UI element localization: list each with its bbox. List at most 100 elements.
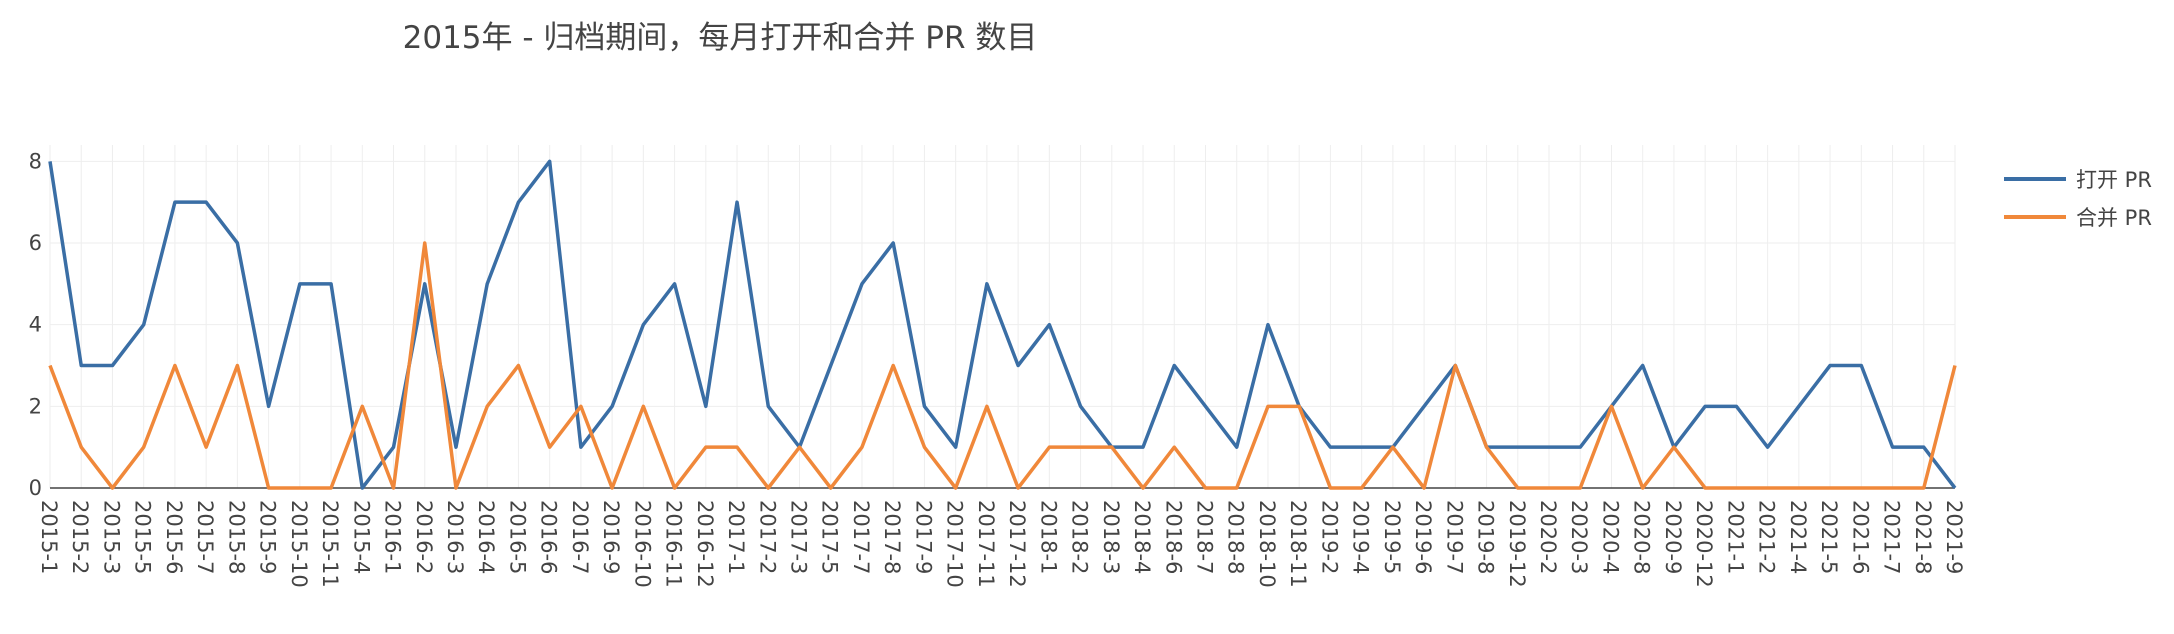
data-point-series-0[interactable] <box>329 282 333 286</box>
data-point-series-1[interactable] <box>766 486 770 490</box>
data-point-series-1[interactable] <box>922 445 926 449</box>
data-point-series-1[interactable] <box>423 241 427 245</box>
data-point-series-1[interactable] <box>142 445 146 449</box>
data-point-series-1[interactable] <box>298 486 302 490</box>
data-point-series-0[interactable] <box>922 404 926 408</box>
data-point-series-1[interactable] <box>1297 404 1301 408</box>
data-point-series-0[interactable] <box>1828 364 1832 368</box>
data-point-series-1[interactable] <box>1516 486 1520 490</box>
data-point-series-1[interactable] <box>1891 486 1895 490</box>
data-point-series-0[interactable] <box>516 200 520 204</box>
data-point-series-1[interactable] <box>1016 486 1020 490</box>
data-point-series-0[interactable] <box>1016 364 1020 368</box>
data-point-series-1[interactable] <box>1578 486 1582 490</box>
data-point-series-0[interactable] <box>704 404 708 408</box>
data-point-series-1[interactable] <box>1328 486 1332 490</box>
data-point-series-0[interactable] <box>1891 445 1895 449</box>
data-point-series-1[interactable] <box>1172 445 1176 449</box>
data-point-series-0[interactable] <box>1922 445 1926 449</box>
data-point-series-1[interactable] <box>1391 445 1395 449</box>
data-point-series-1[interactable] <box>173 364 177 368</box>
data-point-series-0[interactable] <box>1797 404 1801 408</box>
data-point-series-0[interactable] <box>1047 323 1051 327</box>
data-point-series-1[interactable] <box>392 486 396 490</box>
data-point-series-0[interactable] <box>1141 445 1145 449</box>
data-point-series-0[interactable] <box>1859 364 1863 368</box>
data-point-series-0[interactable] <box>1266 323 1270 327</box>
data-point-series-0[interactable] <box>1641 364 1645 368</box>
data-point-series-1[interactable] <box>1422 486 1426 490</box>
data-point-series-0[interactable] <box>79 364 83 368</box>
data-point-series-0[interactable] <box>1766 445 1770 449</box>
data-point-series-1[interactable] <box>1797 486 1801 490</box>
data-point-series-1[interactable] <box>1047 445 1051 449</box>
data-point-series-0[interactable] <box>1578 445 1582 449</box>
data-point-series-1[interactable] <box>1485 445 1489 449</box>
data-point-series-0[interactable] <box>298 282 302 286</box>
data-point-series-1[interactable] <box>798 445 802 449</box>
data-point-series-0[interactable] <box>1516 445 1520 449</box>
data-point-series-0[interactable] <box>673 282 677 286</box>
data-point-series-0[interactable] <box>860 282 864 286</box>
data-point-series-1[interactable] <box>1453 364 1457 368</box>
data-point-series-1[interactable] <box>110 486 114 490</box>
data-point-series-1[interactable] <box>1672 445 1676 449</box>
data-point-series-1[interactable] <box>454 486 458 490</box>
data-point-series-1[interactable] <box>1141 486 1145 490</box>
data-point-series-0[interactable] <box>392 445 396 449</box>
data-point-series-0[interactable] <box>110 364 114 368</box>
data-point-series-1[interactable] <box>1922 486 1926 490</box>
data-point-series-1[interactable] <box>985 404 989 408</box>
data-point-series-0[interactable] <box>548 159 552 163</box>
data-point-series-0[interactable] <box>1547 445 1551 449</box>
data-point-series-0[interactable] <box>48 159 52 163</box>
data-point-series-0[interactable] <box>1172 364 1176 368</box>
data-point-series-1[interactable] <box>641 404 645 408</box>
data-point-series-0[interactable] <box>173 200 177 204</box>
data-point-series-0[interactable] <box>829 364 833 368</box>
data-point-series-0[interactable] <box>1953 486 1957 490</box>
data-point-series-0[interactable] <box>235 241 239 245</box>
data-point-series-1[interactable] <box>1609 404 1613 408</box>
data-point-series-0[interactable] <box>1079 404 1083 408</box>
data-point-series-0[interactable] <box>485 282 489 286</box>
data-point-series-1[interactable] <box>1859 486 1863 490</box>
data-point-series-1[interactable] <box>360 404 364 408</box>
data-point-series-0[interactable] <box>954 445 958 449</box>
data-point-series-1[interactable] <box>548 445 552 449</box>
data-point-series-1[interactable] <box>954 486 958 490</box>
data-point-series-1[interactable] <box>1110 445 1114 449</box>
data-point-series-0[interactable] <box>1360 445 1364 449</box>
legend-item-merged[interactable]: 合并 PR <box>2004 198 2152 236</box>
data-point-series-0[interactable] <box>985 282 989 286</box>
data-point-series-1[interactable] <box>1828 486 1832 490</box>
data-point-series-1[interactable] <box>1766 486 1770 490</box>
data-point-series-0[interactable] <box>1734 404 1738 408</box>
data-point-series-0[interactable] <box>1328 445 1332 449</box>
data-point-series-1[interactable] <box>79 445 83 449</box>
data-point-series-1[interactable] <box>1703 486 1707 490</box>
data-point-series-0[interactable] <box>891 241 895 245</box>
data-point-series-1[interactable] <box>610 486 614 490</box>
data-point-series-1[interactable] <box>704 445 708 449</box>
data-point-series-1[interactable] <box>485 404 489 408</box>
data-point-series-1[interactable] <box>48 364 52 368</box>
data-point-series-0[interactable] <box>579 445 583 449</box>
data-point-series-1[interactable] <box>673 486 677 490</box>
data-point-series-1[interactable] <box>516 364 520 368</box>
data-point-series-1[interactable] <box>204 445 208 449</box>
data-point-series-1[interactable] <box>267 486 271 490</box>
data-point-series-1[interactable] <box>1079 445 1083 449</box>
data-point-series-0[interactable] <box>267 404 271 408</box>
data-point-series-0[interactable] <box>1703 404 1707 408</box>
data-point-series-1[interactable] <box>329 486 333 490</box>
data-point-series-1[interactable] <box>1547 486 1551 490</box>
data-point-series-1[interactable] <box>579 404 583 408</box>
data-point-series-0[interactable] <box>423 282 427 286</box>
data-point-series-1[interactable] <box>1641 486 1645 490</box>
data-point-series-1[interactable] <box>1734 486 1738 490</box>
data-point-series-1[interactable] <box>235 364 239 368</box>
data-point-series-0[interactable] <box>641 323 645 327</box>
data-point-series-0[interactable] <box>142 323 146 327</box>
data-point-series-0[interactable] <box>360 486 364 490</box>
